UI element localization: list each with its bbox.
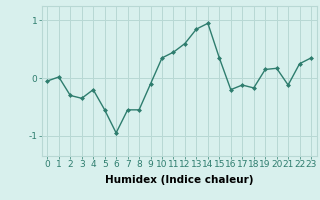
X-axis label: Humidex (Indice chaleur): Humidex (Indice chaleur) (105, 175, 253, 185)
